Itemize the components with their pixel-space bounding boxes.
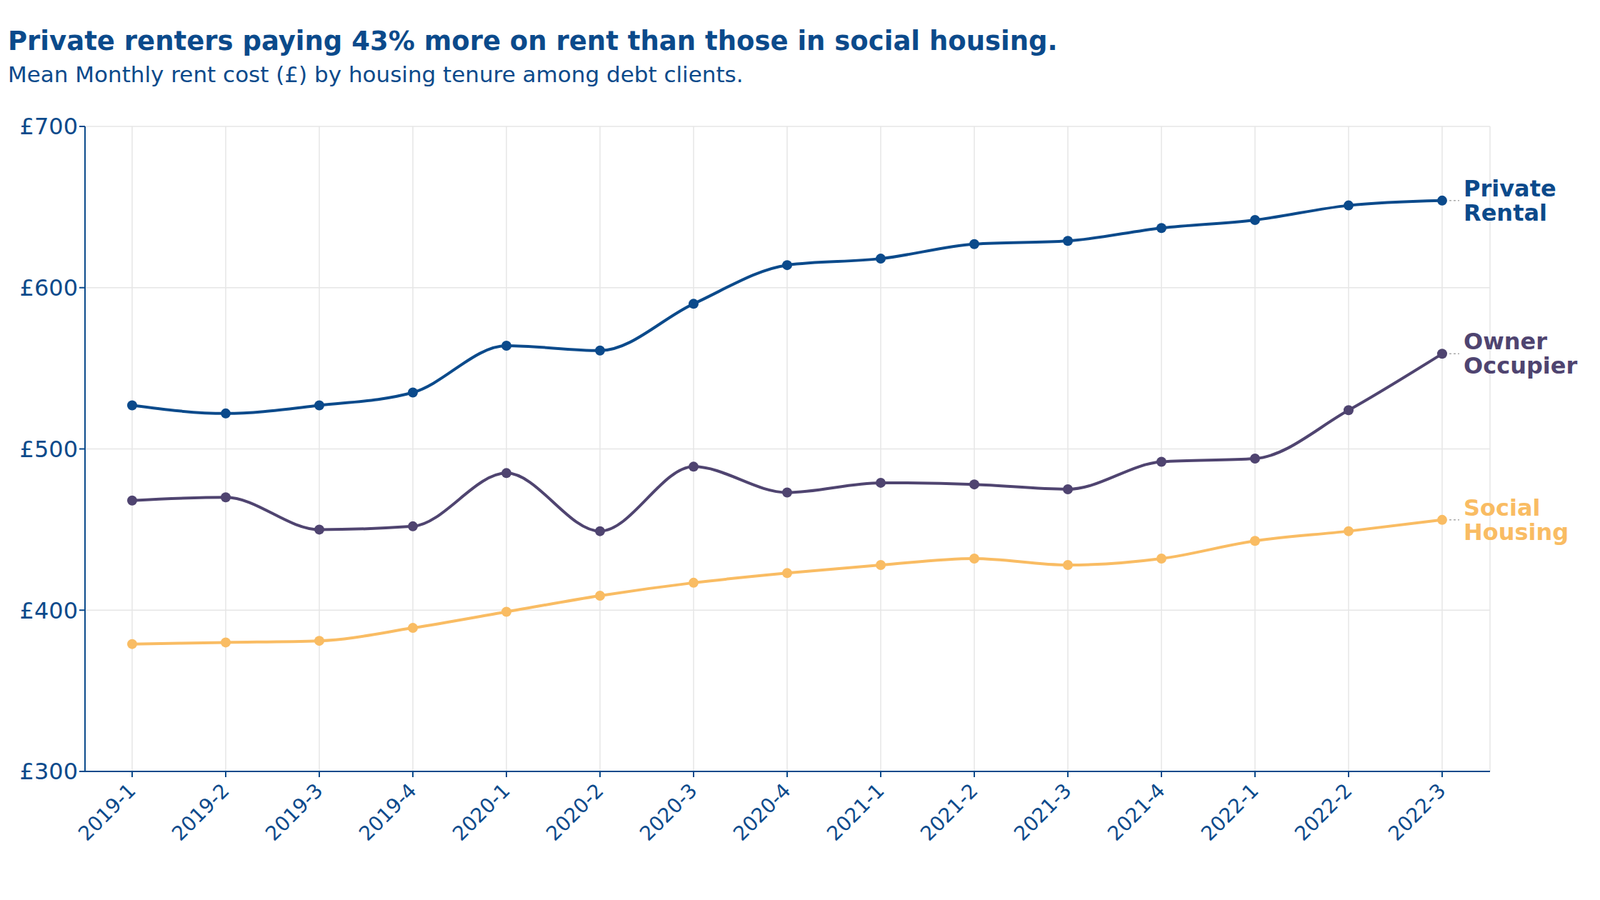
svg-text:£600: £600 [20, 274, 78, 302]
svg-text:£500: £500 [20, 435, 78, 463]
svg-text:2021-1: 2021-1 [822, 778, 889, 845]
svg-text:PrivateRental: PrivateRental [1463, 175, 1557, 227]
svg-text:£700: £700 [20, 112, 78, 140]
svg-text:SocialHousing: SocialHousing [1463, 494, 1569, 546]
svg-text:2020-1: 2020-1 [447, 778, 515, 845]
html-text:Private renters paying 43% mor: Private renters paying 43% more on rent … [7, 25, 1058, 57]
svg-text:2021-4: 2021-4 [1102, 778, 1170, 845]
svg-text:2022-1: 2022-1 [1196, 778, 1263, 845]
svg-text:OwnerOccupier: OwnerOccupier [1463, 327, 1578, 380]
svg-text:2020-2: 2020-2 [541, 778, 608, 845]
svg-text:£400: £400 [20, 597, 78, 625]
svg-text:2019-4: 2019-4 [354, 778, 421, 845]
svg-text:2019-3: 2019-3 [260, 778, 328, 845]
svg-text:2019-1: 2019-1 [73, 778, 140, 845]
svg-text:2021-3: 2021-3 [1009, 778, 1076, 845]
svg-text:2020-4: 2020-4 [728, 778, 795, 845]
svg-text:2022-2: 2022-2 [1290, 778, 1357, 845]
svg-text:2019-2: 2019-2 [167, 778, 234, 845]
svg-text:2021-2: 2021-2 [915, 778, 983, 845]
svg-text:2022-3: 2022-3 [1383, 778, 1450, 845]
svg-text:£300: £300 [20, 757, 78, 785]
svg-text:2020-3: 2020-3 [635, 778, 702, 845]
html-text:Mean Monthly rent cost (£) by: Mean Monthly rent cost (£) by housing te… [7, 61, 744, 88]
